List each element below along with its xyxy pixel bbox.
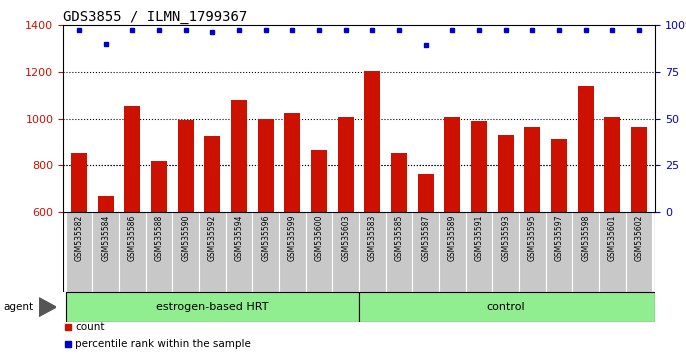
Text: count: count — [75, 322, 104, 332]
Bar — [572, 212, 599, 292]
Bar — [98, 196, 114, 353]
Text: GSM535594: GSM535594 — [235, 215, 244, 261]
Bar — [306, 212, 333, 292]
Bar — [359, 212, 386, 292]
Bar — [285, 113, 300, 353]
Bar — [151, 161, 167, 353]
Bar — [146, 212, 172, 292]
Bar — [471, 121, 487, 353]
Bar — [418, 174, 434, 353]
Text: GSM535589: GSM535589 — [448, 215, 457, 261]
Bar — [359, 292, 655, 322]
Bar — [498, 135, 514, 353]
Bar — [445, 118, 460, 353]
Text: GSM535582: GSM535582 — [75, 215, 84, 261]
Bar — [124, 106, 141, 353]
Bar — [604, 118, 620, 353]
Bar — [258, 119, 274, 353]
Bar — [71, 153, 87, 353]
Bar — [178, 120, 193, 353]
Bar — [386, 212, 412, 292]
Bar — [172, 212, 199, 292]
Bar — [546, 212, 572, 292]
Text: GSM535598: GSM535598 — [581, 215, 590, 261]
Text: GSM535595: GSM535595 — [528, 215, 537, 261]
Bar — [519, 212, 546, 292]
Text: GSM535584: GSM535584 — [102, 215, 110, 261]
Text: GSM535590: GSM535590 — [181, 215, 190, 261]
Bar — [311, 150, 327, 353]
Bar — [204, 136, 220, 353]
Text: GSM535600: GSM535600 — [315, 215, 324, 261]
Bar — [119, 212, 146, 292]
Bar — [525, 127, 541, 353]
Text: GSM535602: GSM535602 — [635, 215, 643, 261]
Text: agent: agent — [3, 302, 34, 312]
Text: GSM535586: GSM535586 — [128, 215, 137, 261]
Text: GSM535596: GSM535596 — [261, 215, 270, 261]
Bar — [333, 212, 359, 292]
Text: GSM535587: GSM535587 — [421, 215, 430, 261]
Bar — [391, 153, 407, 353]
Bar — [252, 212, 279, 292]
Bar — [551, 138, 567, 353]
Bar — [338, 118, 354, 353]
Bar — [231, 100, 247, 353]
Text: GSM535583: GSM535583 — [368, 215, 377, 261]
Text: GSM535597: GSM535597 — [554, 215, 564, 261]
Text: estrogen-based HRT: estrogen-based HRT — [156, 302, 269, 312]
Bar — [578, 86, 594, 353]
Bar — [599, 212, 626, 292]
Bar — [66, 292, 359, 322]
Text: GSM535603: GSM535603 — [342, 215, 351, 261]
Text: percentile rank within the sample: percentile rank within the sample — [75, 339, 251, 349]
Bar — [439, 212, 466, 292]
Bar — [466, 212, 493, 292]
Bar — [364, 70, 381, 353]
Text: GSM535593: GSM535593 — [501, 215, 510, 261]
Text: GDS3855 / ILMN_1799367: GDS3855 / ILMN_1799367 — [63, 10, 248, 24]
Text: GSM535591: GSM535591 — [475, 215, 484, 261]
Text: control: control — [486, 302, 525, 312]
Bar — [66, 212, 93, 292]
Polygon shape — [39, 298, 56, 316]
Bar — [493, 212, 519, 292]
Bar — [279, 212, 306, 292]
Text: GSM535599: GSM535599 — [288, 215, 297, 261]
Bar — [93, 212, 119, 292]
Text: GSM535585: GSM535585 — [394, 215, 403, 261]
Text: GSM535592: GSM535592 — [208, 215, 217, 261]
Text: GSM535601: GSM535601 — [608, 215, 617, 261]
Bar — [626, 212, 652, 292]
Bar — [226, 212, 252, 292]
Bar — [412, 212, 439, 292]
Bar — [631, 127, 647, 353]
Text: GSM535588: GSM535588 — [154, 215, 164, 261]
Bar — [199, 212, 226, 292]
